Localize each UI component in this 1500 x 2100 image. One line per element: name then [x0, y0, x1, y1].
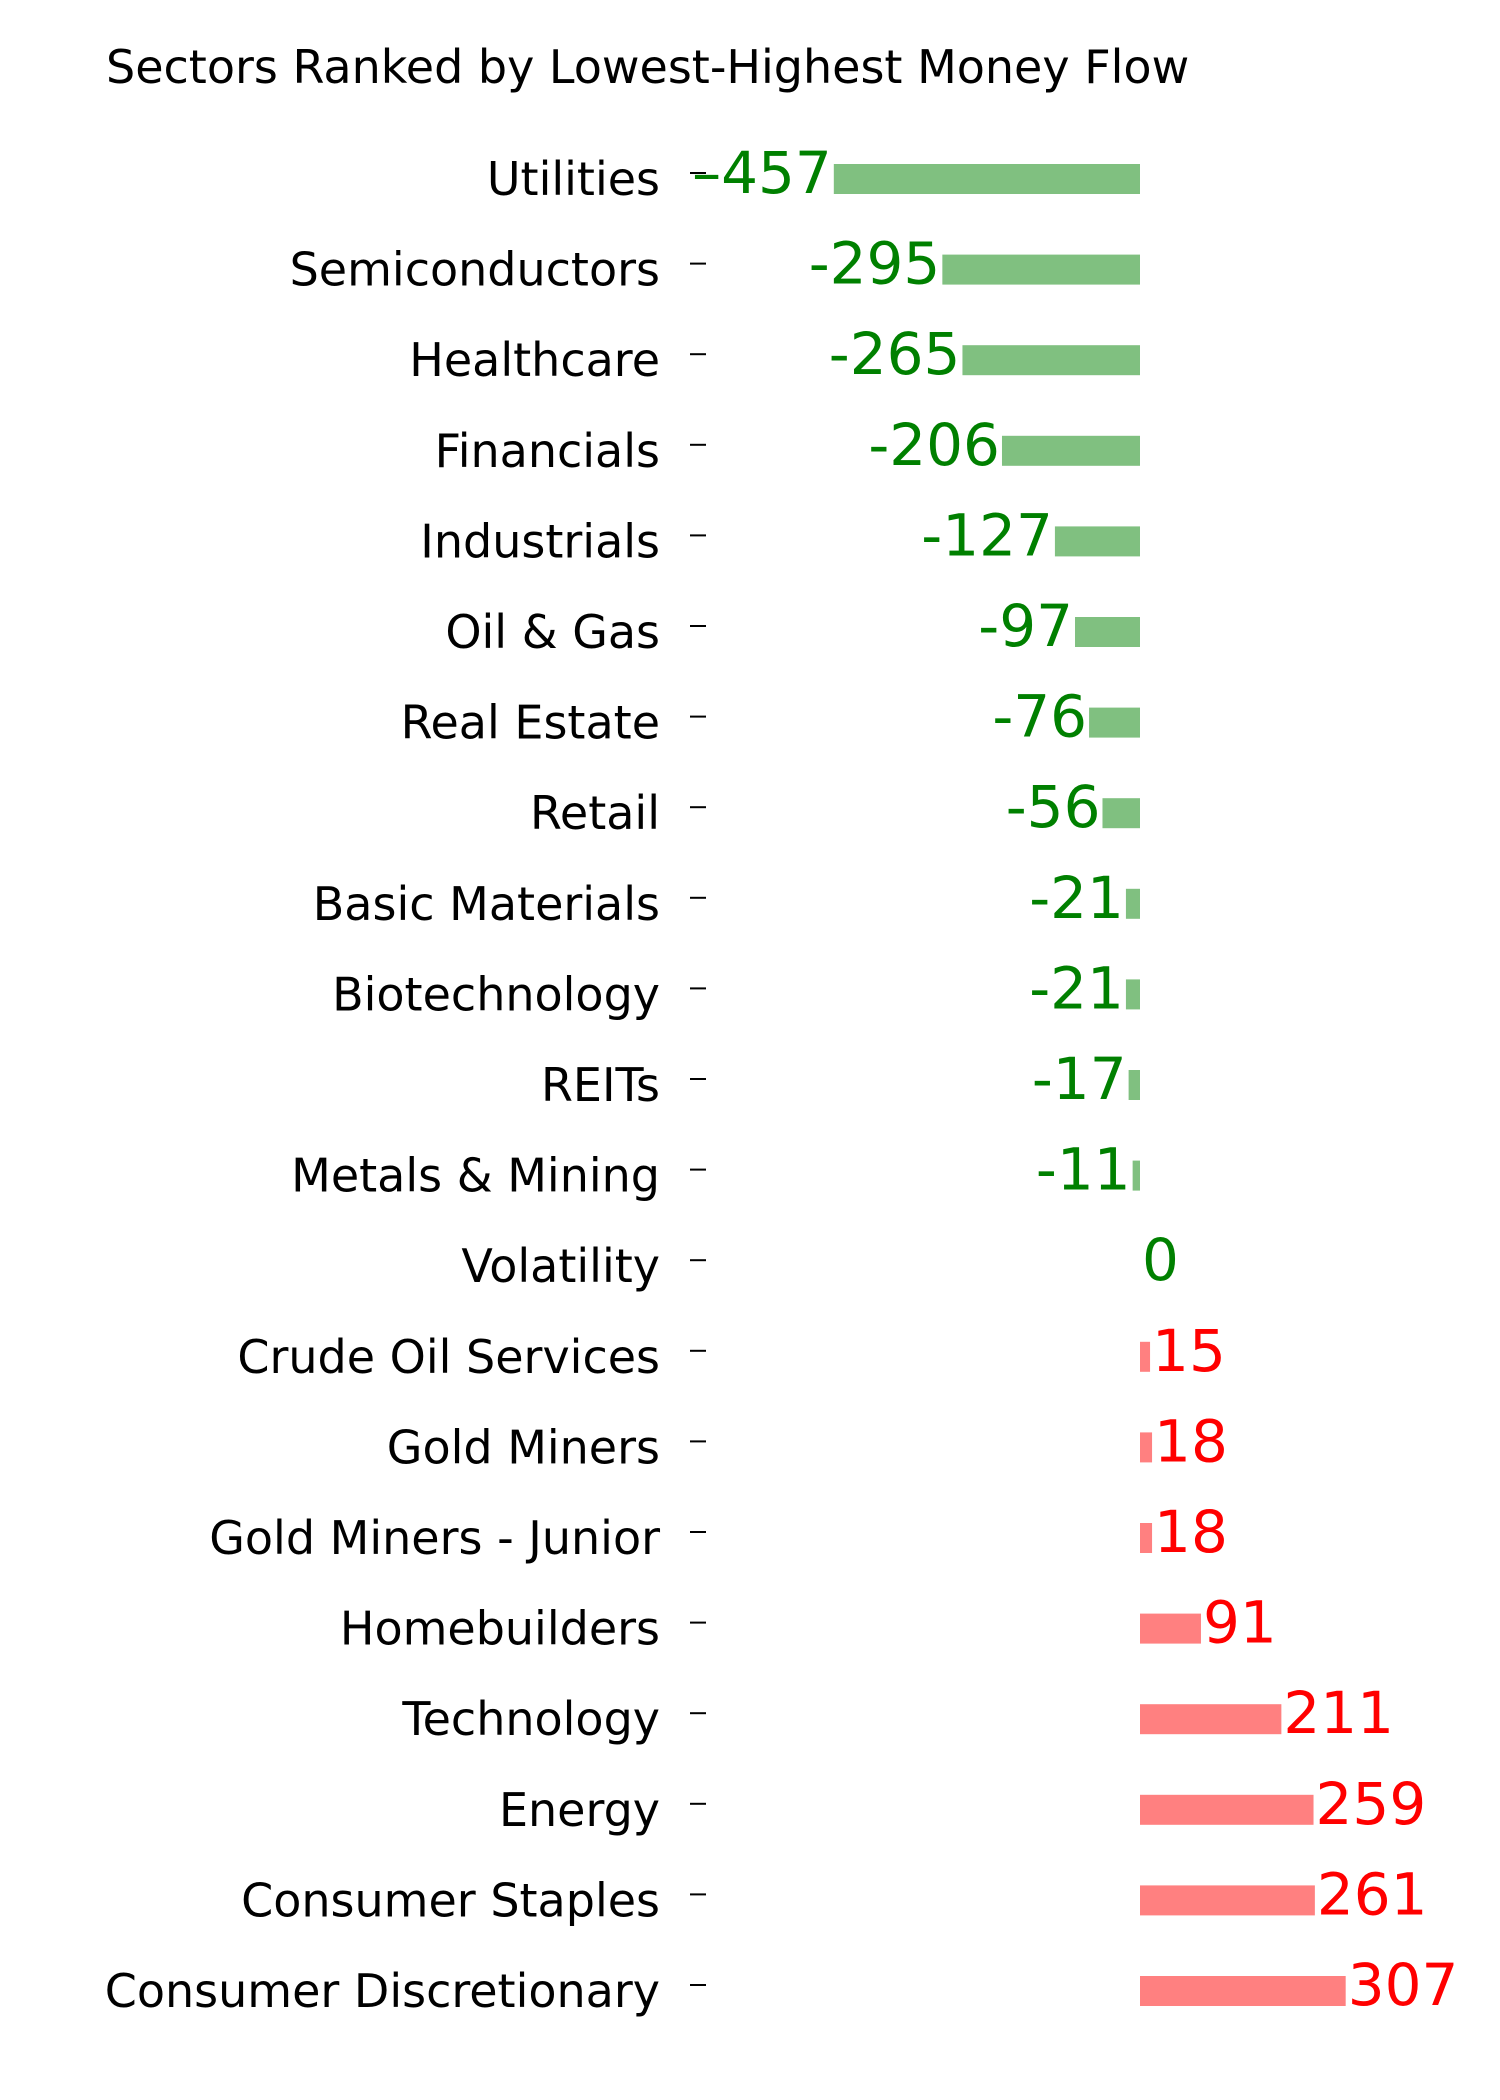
value-label: -127	[921, 501, 1053, 569]
category-label: Financials	[435, 424, 660, 478]
value-label: 18	[1154, 1407, 1228, 1475]
value-label: -295	[809, 230, 941, 298]
category-label: Industrials	[420, 514, 660, 568]
category-label: Technology	[401, 1692, 660, 1746]
value-label: -97	[978, 592, 1073, 660]
category-label: Basic Materials	[313, 877, 660, 931]
bar	[1054, 526, 1140, 557]
value-label: -11	[1036, 1136, 1131, 1204]
value-label: -17	[1032, 1045, 1127, 1113]
bar	[962, 345, 1140, 376]
category-label: Gold Miners - Junior	[209, 1511, 660, 1565]
bar	[1140, 1704, 1282, 1735]
bar	[1128, 1070, 1140, 1100]
category-label: Consumer Discretionary	[105, 1964, 660, 2018]
bar	[1102, 798, 1140, 829]
value-label: -21	[1029, 954, 1124, 1022]
bar	[1125, 979, 1140, 1010]
category-label: Real Estate	[401, 696, 660, 750]
bar	[1140, 1523, 1153, 1553]
bar	[833, 164, 1140, 194]
category-label: Consumer Staples	[241, 1873, 660, 1927]
category-label: Healthcare	[409, 333, 660, 387]
category-label: Retail	[530, 786, 660, 840]
value-label: -206	[868, 411, 1000, 479]
value-label: 211	[1283, 1679, 1394, 1747]
value-label: 259	[1316, 1770, 1427, 1838]
bar	[1125, 888, 1140, 919]
bar	[1140, 1794, 1314, 1825]
bar	[1140, 1613, 1201, 1644]
category-label: Semiconductors	[290, 243, 660, 297]
category-label: Oil & Gas	[445, 605, 660, 659]
value-label: -76	[992, 683, 1087, 751]
bar	[1140, 1432, 1153, 1463]
value-label: 91	[1203, 1589, 1277, 1657]
category-label: Energy	[499, 1783, 660, 1837]
value-label: –457	[692, 139, 832, 207]
value-label: 261	[1317, 1860, 1428, 1928]
value-label: -265	[829, 320, 961, 388]
chart-title: Sectors Ranked by Lowest-Highest Money F…	[106, 40, 1189, 94]
value-label: -21	[1029, 864, 1124, 932]
bar	[1075, 617, 1140, 647]
value-label: 307	[1348, 1951, 1459, 2019]
category-label: Homebuilders	[340, 1602, 660, 1656]
bar	[1089, 707, 1140, 738]
category-label: Volatility	[461, 1239, 660, 1293]
bar	[1001, 435, 1140, 466]
value-label: -56	[1006, 773, 1101, 841]
category-label: REITs	[541, 1058, 660, 1112]
value-label: 18	[1154, 1498, 1228, 1566]
bar	[942, 254, 1140, 285]
category-label: Biotechnology	[332, 967, 660, 1021]
chart-rows: Utilities –457 Semiconductors -295 Healthcar…	[105, 139, 1459, 2019]
category-label: Metals & Mining	[291, 1149, 660, 1203]
bar	[1132, 1160, 1140, 1191]
category-label: Utilities	[487, 152, 660, 206]
bar	[1140, 1885, 1315, 1916]
category-label: Crude Oil Services	[237, 1330, 660, 1384]
bar	[1140, 1341, 1151, 1372]
value-label: 0	[1142, 1226, 1179, 1294]
category-label: Gold Miners	[387, 1420, 660, 1474]
value-label: 15	[1152, 1317, 1226, 1385]
bar	[1140, 1976, 1346, 2006]
